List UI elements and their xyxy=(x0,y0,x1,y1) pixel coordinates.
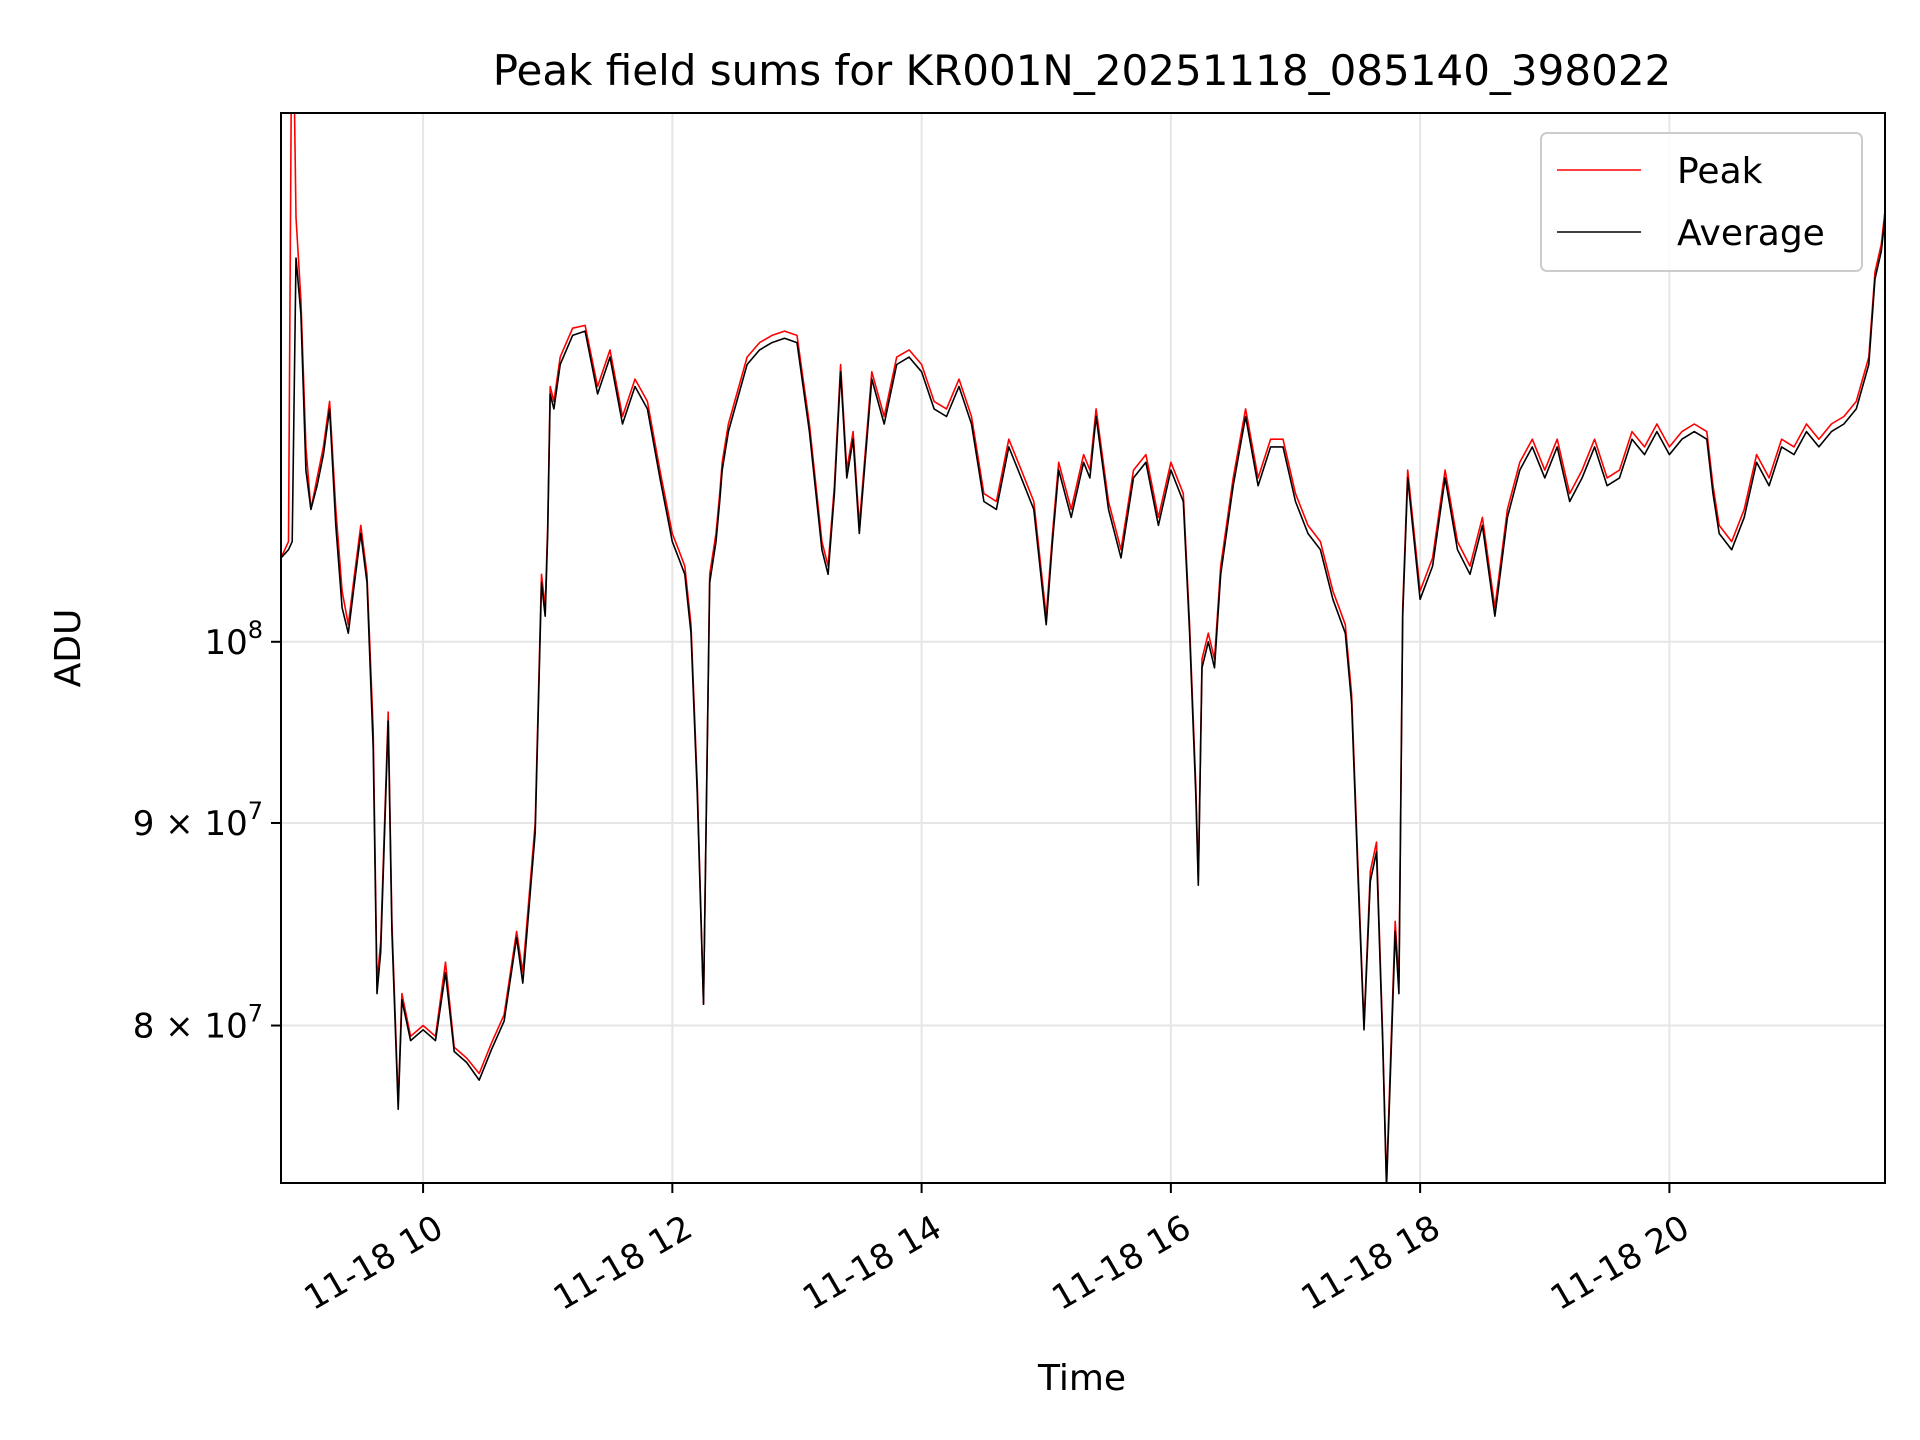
plot-frame xyxy=(280,112,1886,1184)
y-axis-label: ADU xyxy=(48,609,89,688)
legend-label-peak: Peak xyxy=(1677,151,1763,192)
plot-lines xyxy=(281,113,1885,1183)
series-line-average xyxy=(281,217,1885,1183)
y-axis: 8 × 107 9 × 107 108 xyxy=(133,616,281,1047)
chart-title: Peak field sums for KR001N_20251118_0851… xyxy=(493,46,1672,95)
y-tick-label: 9 × 107 xyxy=(133,797,263,844)
grid xyxy=(281,113,1885,1183)
y-tick-label: 8 × 107 xyxy=(133,1000,263,1047)
legend-label-average: Average xyxy=(1677,213,1825,254)
series-line-peak xyxy=(281,113,1885,1183)
legend-box xyxy=(1540,132,1863,272)
y-tick-label: 108 xyxy=(204,616,263,663)
legend: Peak Average xyxy=(1540,132,1863,272)
x-axis-label: Time xyxy=(1037,1358,1126,1399)
